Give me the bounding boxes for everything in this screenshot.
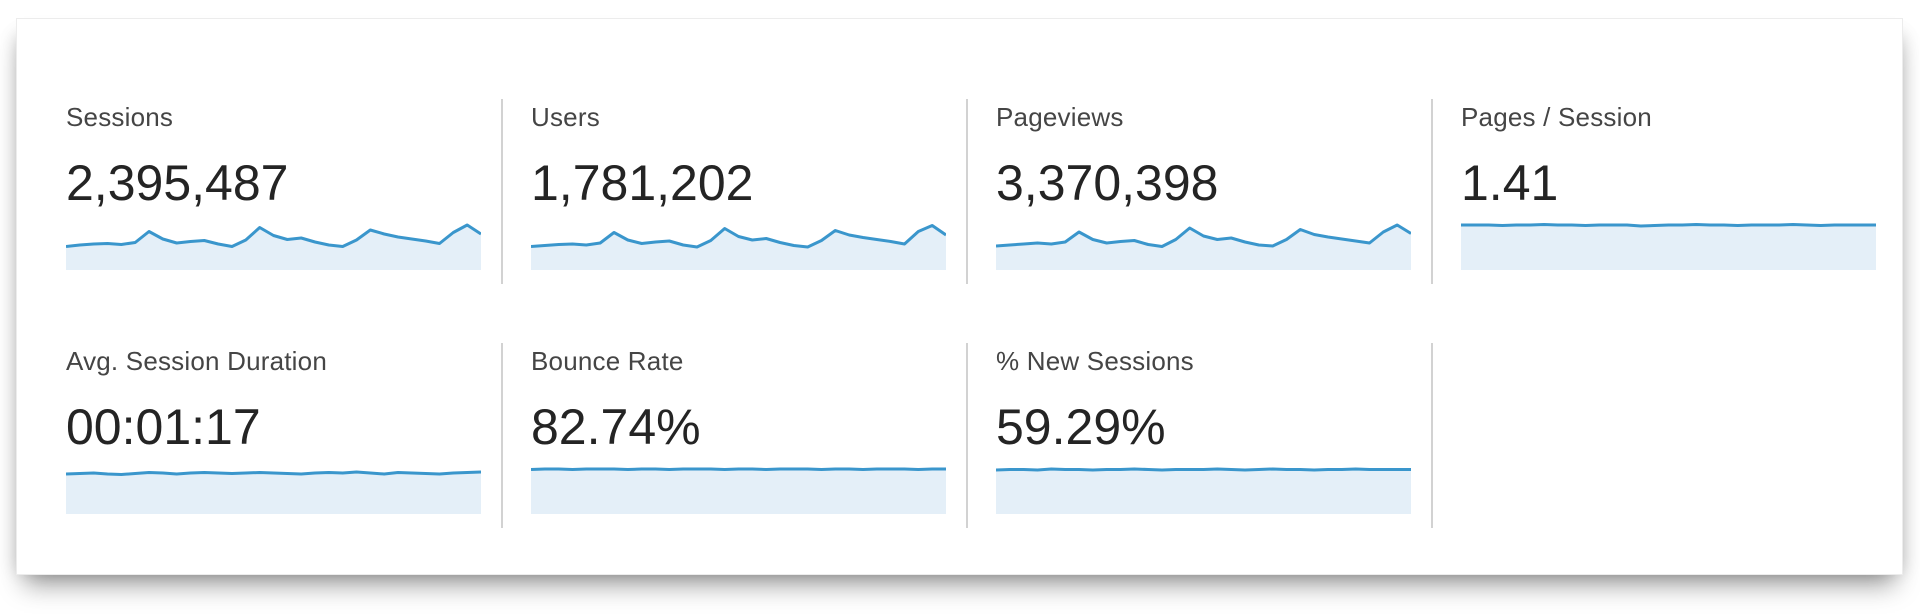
- analytics-summary-panel: Sessions 2,395,487 Users 1,781,202 Pagev…: [16, 18, 1903, 575]
- metric-label: Pages / Session: [1461, 102, 1652, 132]
- metric-card-percent-new-sessions[interactable]: % New Sessions 59.29%: [966, 343, 1461, 528]
- metric-card-avg-session-duration[interactable]: Avg. Session Duration 00:01:17: [66, 346, 531, 514]
- pages-per-session-sparkline-chart: [1461, 223, 1876, 270]
- metric-label: Users: [531, 102, 600, 132]
- pageviews-sparkline-chart: [996, 223, 1411, 270]
- metric-value: 3,370,398: [996, 155, 1219, 211]
- metric-value: 59.29%: [996, 399, 1166, 455]
- avg-session-duration-sparkline-chart: [66, 470, 481, 514]
- metrics-grid: Sessions 2,395,487 Users 1,781,202 Pagev…: [17, 19, 1902, 528]
- metric-value: 2,395,487: [66, 155, 289, 211]
- metric-card-empty: [1431, 343, 1920, 528]
- metric-label: Bounce Rate: [531, 346, 684, 376]
- metric-label: Avg. Session Duration: [66, 346, 327, 376]
- users-sparkline-chart: [531, 224, 946, 270]
- metric-value: 1,781,202: [531, 155, 754, 211]
- bounce-rate-sparkline-chart: [531, 467, 946, 514]
- metric-card-sessions[interactable]: Sessions 2,395,487: [66, 102, 531, 270]
- metric-card-pages-per-session[interactable]: Pages / Session 1.41: [1431, 99, 1920, 284]
- sessions-sparkline-chart: [66, 223, 481, 270]
- metric-card-bounce-rate[interactable]: Bounce Rate 82.74%: [501, 343, 996, 528]
- metric-value: 1.41: [1461, 155, 1559, 211]
- metric-label: Sessions: [66, 102, 174, 132]
- metric-value: 82.74%: [531, 399, 701, 455]
- metric-label: % New Sessions: [996, 346, 1194, 376]
- metric-card-users[interactable]: Users 1,781,202: [501, 99, 996, 284]
- metric-label: Pageviews: [996, 102, 1124, 132]
- percent-new-sessions-sparkline-chart: [996, 467, 1411, 514]
- metric-value: 00:01:17: [66, 399, 261, 455]
- metric-card-pageviews[interactable]: Pageviews 3,370,398: [966, 99, 1461, 284]
